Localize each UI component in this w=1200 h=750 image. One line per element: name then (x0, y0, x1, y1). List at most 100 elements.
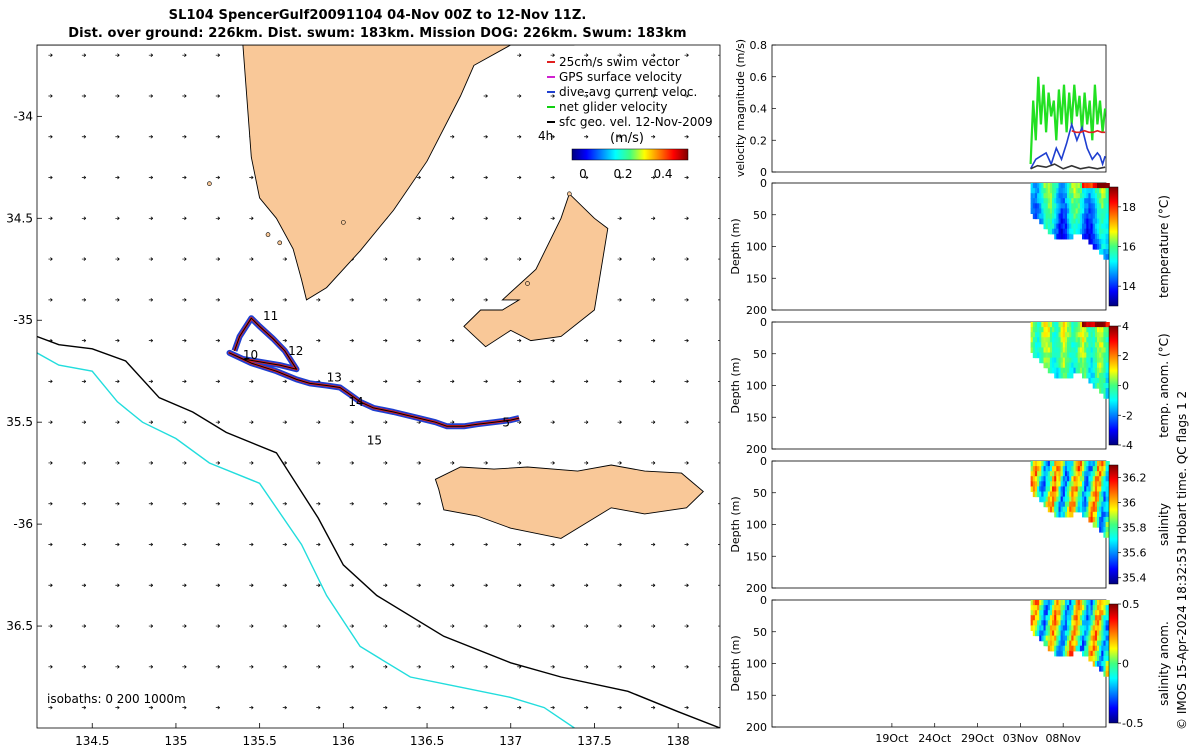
velocity-arrow (115, 665, 120, 669)
velocity-arrow (115, 542, 120, 547)
map-x-axis: 134.5 135 135.5 136 136.5 137 137.5 138 (75, 723, 690, 748)
heatmap-cell (1045, 501, 1050, 508)
heatmap-cell (1084, 511, 1089, 518)
velocity-series-line (1071, 129, 1106, 134)
heatmap-cell (1054, 357, 1059, 364)
heatmap-cell (1082, 630, 1087, 637)
heatmap-cell (1103, 625, 1108, 631)
heatmap-cell (1088, 501, 1093, 508)
heatmap-cell (1041, 481, 1046, 487)
heatmap-cell (1054, 228, 1059, 235)
heatmap-cell (1041, 461, 1046, 467)
heatmap-cell (1088, 322, 1093, 328)
heatmap-cell (1092, 496, 1097, 503)
velocity-arrow (718, 583, 720, 587)
colorbar-tick-label: 35.4 (1122, 572, 1147, 585)
heatmap-cell (1082, 367, 1087, 374)
heatmap-cell (1071, 198, 1076, 204)
velocity-arrow (249, 542, 254, 547)
heatmap-cell (1039, 476, 1044, 482)
heatmap-cell (1088, 377, 1093, 384)
legend-label: net glider velocity (559, 100, 667, 114)
heatmap-cell (1069, 486, 1074, 492)
heatmap-cell (1071, 506, 1076, 513)
heatmap-cell (1054, 203, 1059, 209)
velocity-arrow (584, 665, 589, 669)
velocity-series-line (1030, 163, 1106, 170)
x-tick-label: 137.5 (577, 734, 611, 748)
heatmap-cell (1082, 496, 1087, 503)
heatmap-cell (1069, 327, 1074, 333)
heatmap-cell (1060, 233, 1065, 240)
velocity-arrow (684, 624, 689, 628)
velocity-arrow (651, 624, 656, 628)
heatmap-cell (1054, 322, 1059, 328)
heatmap-cell (1105, 244, 1110, 250)
heatmap-cell (1103, 228, 1108, 235)
depth-tick-label: 150 (746, 550, 767, 563)
velocity-arrow (483, 216, 488, 221)
heatmap-cell (1103, 188, 1108, 194)
velocity-arrow (450, 705, 455, 710)
heatmap-cell (1082, 193, 1087, 199)
heatmap-cell (1103, 388, 1108, 394)
heatmap-cell (1030, 600, 1035, 606)
velocity-arrow (349, 624, 354, 628)
heatmap-cell (1052, 362, 1057, 369)
velocity-arrow (718, 339, 720, 343)
heatmap-cell (1056, 476, 1061, 482)
velocity-arrow (617, 175, 622, 180)
velocity-arrow (282, 338, 287, 343)
velocity-arrow (249, 216, 254, 221)
heatmap-cell (1060, 337, 1065, 343)
heatmap-cell (1071, 183, 1076, 189)
heatmap-cell (1103, 600, 1108, 606)
heatmap-cell (1041, 635, 1046, 642)
velocity-arrow (81, 298, 87, 302)
heatmap-cell (1039, 203, 1044, 209)
heatmap-cell (1069, 635, 1074, 642)
heatmap-cell (1103, 249, 1108, 255)
heatmap-cell (1054, 332, 1059, 338)
velocity-arrow (48, 94, 53, 98)
y-tick-label: 34.5 (6, 211, 33, 225)
heatmap-cell (1052, 501, 1057, 508)
velocity-arrow (282, 624, 287, 628)
heatmap-cell (1092, 342, 1097, 348)
heatmap-cell (1084, 337, 1089, 343)
heatmap-cell (1092, 630, 1097, 637)
velocity-y-tick-label: 0.2 (750, 134, 768, 147)
heatmap-cell (1030, 620, 1035, 626)
heatmap-cell (1054, 511, 1059, 518)
island (207, 181, 212, 186)
heatmap-cell (1060, 362, 1065, 369)
velocity-arrow (148, 94, 154, 98)
land-eyre-peninsula (37, 45, 575, 301)
heatmap-cell (1103, 522, 1108, 528)
heatmap-cell (1105, 496, 1110, 503)
velocity-arrow (617, 624, 622, 628)
heatmap-cell (1092, 471, 1097, 477)
heatmap-cell (1082, 605, 1087, 611)
heatmap-cell (1056, 357, 1061, 364)
heatmap-cell (1092, 645, 1097, 652)
heatmap-cell (1069, 481, 1074, 487)
heatmap-cell (1082, 357, 1087, 364)
heatmap-cell (1084, 223, 1089, 230)
heatmap-cell (1099, 198, 1104, 204)
heatmap-cell (1092, 511, 1097, 518)
velocity-arrow (148, 53, 154, 57)
heatmap-cell (1092, 522, 1097, 528)
velocity-arrow (249, 461, 254, 465)
velocity-arrow (718, 257, 720, 261)
velocity-arrow (450, 134, 455, 139)
heatmap-cell (1105, 183, 1110, 189)
heatmap-cell (1082, 362, 1087, 369)
heatmap-cell (1030, 466, 1035, 472)
velocity-arrow (617, 298, 622, 302)
velocity-arrow (517, 175, 522, 180)
heatmap-cell (1105, 249, 1110, 255)
heatmap-cell (1039, 337, 1044, 343)
heatmap-cell (1045, 362, 1050, 369)
heatmap-cell (1054, 362, 1059, 369)
